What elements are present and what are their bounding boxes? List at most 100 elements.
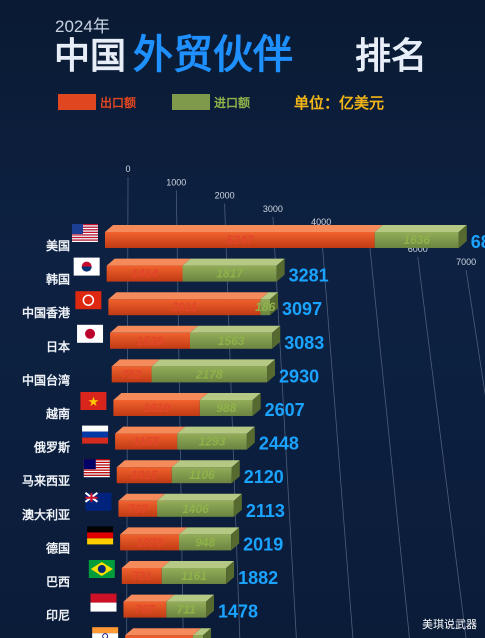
export-value-label: 1619 (143, 401, 170, 415)
gridline (369, 243, 410, 638)
gridline (320, 230, 354, 638)
category-label: 俄罗斯 (33, 440, 70, 455)
bar-row: 767 711 1478 (123, 594, 258, 622)
export-value-label: 1015 (131, 468, 158, 482)
legend-import-swatch (172, 94, 210, 110)
import-value-label: 988 (216, 401, 236, 415)
import-bar (192, 628, 212, 638)
gridline (465, 270, 485, 396)
ru-flag-icon (82, 425, 109, 444)
import-value-label: 180 (188, 636, 208, 638)
title-accent: 外贸伙伴 (133, 32, 293, 78)
import-value-label: 1636 (403, 233, 430, 247)
export-value-label: 767 (135, 603, 156, 617)
total-value-label: 3083 (284, 333, 324, 353)
export-value-label: 707 (128, 502, 149, 516)
gridline (417, 256, 467, 638)
watermark: 美琪说武器 (422, 618, 477, 631)
export-value-label: 1205 (146, 636, 173, 638)
category-label: 美国 (46, 238, 70, 253)
svg-text:★: ★ (88, 394, 100, 409)
import-bar (161, 561, 235, 584)
total-value-label: 3281 (289, 266, 329, 286)
import-value-label: 1406 (182, 502, 209, 516)
id-flag-icon (90, 593, 117, 612)
total-value-label: 1385 (215, 635, 255, 638)
import-value-label: 711 (177, 603, 196, 617)
category-label: 澳大利亚 (22, 507, 70, 522)
export-bar (108, 292, 269, 316)
gridline (272, 216, 297, 638)
total-value-label: 3097 (282, 299, 322, 319)
total-value-label: 1478 (218, 602, 258, 622)
import-bar (260, 292, 279, 316)
import-bar (177, 426, 255, 450)
total-value-label: 2113 (246, 501, 285, 521)
tick-label: 4000 (311, 217, 331, 227)
import-value-label: 1817 (216, 267, 244, 281)
category-label: 越南 (45, 406, 70, 421)
jp-flag-icon (77, 324, 104, 343)
export-value-label: 5247 (226, 233, 254, 247)
bar-row: 752 2178 2930 (111, 359, 319, 386)
bar-row: 1520 1563 3083 (110, 325, 324, 353)
import-value-label: 2178 (195, 367, 223, 381)
bar-row: 1155 1293 2448 (115, 426, 299, 454)
total-value-label: 2120 (244, 467, 284, 487)
import-bar (166, 594, 215, 618)
export-value-label: 1464 (131, 267, 158, 281)
category-label: 巴西 (46, 575, 70, 589)
unit-label: 单位：亿美元 (294, 94, 384, 112)
legend-import-label: 进口额 (214, 95, 250, 110)
category-label: 德国 (46, 540, 70, 555)
import-bar (179, 527, 240, 551)
de-flag-icon (87, 526, 114, 545)
us-flag-icon (72, 224, 98, 242)
total-value-label: 2448 (259, 434, 299, 454)
import-bar (374, 225, 467, 248)
category-label: 马来西亚 (22, 473, 70, 488)
tick-label: 3000 (263, 204, 283, 214)
import-value-label: 1563 (218, 334, 245, 348)
import-value-label: 1293 (199, 435, 226, 449)
tick-label: 6000 (408, 244, 428, 254)
import-value-label: 948 (195, 535, 215, 549)
kr-flag-icon (73, 257, 100, 276)
import-bar (157, 493, 242, 517)
category-label: 日本 (46, 339, 70, 354)
hk-flag-icon (75, 291, 102, 310)
vn-flag-icon: ★ (80, 392, 107, 410)
import-bar (190, 325, 281, 349)
total-value-label: 1882 (238, 568, 278, 588)
total-value-label: 2930 (279, 366, 319, 386)
bar-row: 2911 186 3097 (108, 292, 322, 319)
title-part2: 排名 (355, 36, 427, 77)
bar-row: 707 1406 2113 (118, 493, 285, 521)
title-year: 2024年 (55, 17, 110, 36)
import-bar (199, 393, 261, 416)
export-value-label: 1155 (133, 435, 159, 449)
my-flag-icon (83, 459, 110, 478)
category-label: 印尼 (46, 609, 70, 623)
export-value-label: 2911 (170, 300, 197, 314)
axis-ticks: 01000200030004000500060007000 (125, 164, 476, 267)
import-value-label: 186 (255, 300, 275, 314)
tick-label: 2000 (215, 191, 235, 201)
export-value-label: 1070 (136, 535, 163, 549)
export-value-label: 1520 (137, 334, 164, 348)
br-flag-icon (88, 560, 115, 578)
tick-label: 0 (125, 164, 130, 174)
import-bar (171, 460, 240, 484)
category-label: 中国台湾 (22, 372, 70, 387)
category-label: 中国香港 (22, 305, 71, 320)
title-part1: 中国 (54, 36, 126, 77)
import-value-label: 1106 (189, 468, 215, 482)
bars: 5247163668831464181732812911186309715201… (105, 225, 485, 638)
import-bar (151, 359, 276, 383)
tick-label: 1000 (166, 177, 186, 187)
total-value-label: 2019 (243, 534, 283, 554)
au-flag-icon (84, 491, 112, 511)
legend-export-swatch (58, 94, 96, 110)
